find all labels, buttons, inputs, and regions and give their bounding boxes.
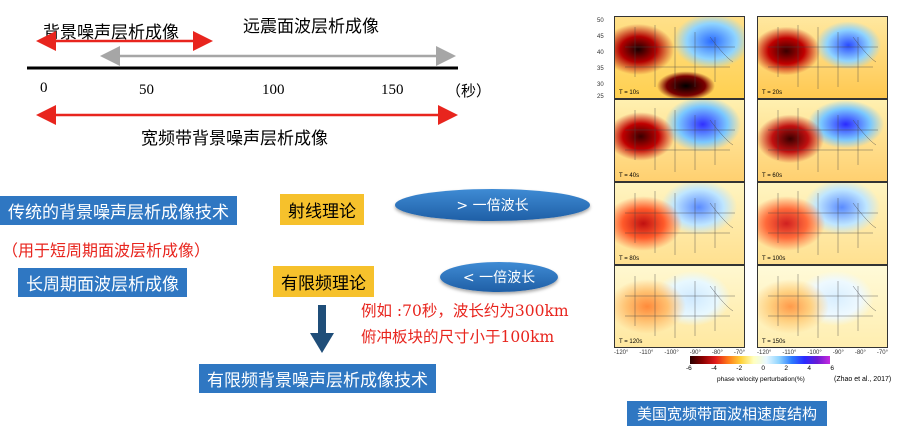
short-period-note: （用于短周期面波层析成像） [2,241,211,260]
lat-tick: 45 [597,34,604,40]
map-period-label: T = 40s [619,173,640,179]
lon-tick: -100° [664,350,679,356]
lon-tick: -80° [854,350,866,356]
border-lines [768,274,878,338]
lon-tick: -120° [757,350,772,356]
example-line-1: 例如 :70秒，波长约为300km [361,302,569,320]
phase-velocity-map: T = 150s [757,265,888,348]
gt-wavelength-ellipse: > 一倍波长 [395,189,590,221]
tick-unit: （秒） [446,84,492,100]
lon-tick: -110° [639,350,654,356]
border-lines [625,108,735,172]
state-borders [768,274,878,338]
colorbar-ticks: -6 -4 -2 0 2 4 6 [686,365,834,372]
phase-velocity-map: T = 120s [614,265,745,348]
lon-tick: -90° [689,350,701,356]
map-period-label: T = 150s [762,339,786,345]
state-borders [625,274,735,338]
down-arrow-icon [310,305,334,353]
lt-wavelength-ellipse: < 一倍波长 [440,262,558,292]
lon-tick: -90° [832,350,844,356]
broadband-label: 宽频带背景噪声层析成像 [141,129,328,149]
map-caption-box: 美国宽频带面波相速度结构 [627,401,828,426]
lon-tick: -70° [733,350,745,356]
border-lines [625,274,735,338]
ray-theory-box: 射线理论 [280,194,364,225]
colorbar-tick: -6 [686,365,692,372]
lon-tick: -100° [807,350,822,356]
lat-axis: 50 45 40 35 30 25 [597,16,613,352]
traditional-method-box: 传统的背景噪声层析成像技术 [0,196,237,225]
phase-velocity-map: T = 100s [757,182,888,265]
tick-50: 50 [139,82,154,98]
colorbar-tick: 0 [761,365,766,372]
map-period-label: T = 20s [762,90,783,96]
gt-wavelength-text: > 一倍波长 [456,198,529,214]
state-borders [768,191,878,255]
lat-tick: 35 [597,66,604,72]
tick-150: 150 [381,82,404,98]
state-borders [768,108,878,172]
lon-tick: -110° [782,350,797,356]
colorbar-tick: 2 [784,365,789,372]
phase-velocity-map: T = 20s [757,16,888,99]
state-borders [625,191,735,255]
lon-axis-left: -120° -110° -100° -90° -80° -70° [614,350,745,356]
teleseismic-label: 远震面波层析成像 [243,17,379,37]
finite-frequency-box: 有限频理论 [273,266,374,297]
colorbar-tick: -2 [736,365,743,372]
map-period-label: T = 60s [762,173,783,179]
lon-tick: -80° [711,350,723,356]
colorbar-tick: -4 [711,365,717,372]
lon-tick: -70° [876,350,888,356]
example-line-2: 俯冲板块的尺寸小于100km [361,328,555,346]
phase-velocity-map: T = 60s [757,99,888,182]
state-borders [625,108,735,172]
border-lines [768,108,878,172]
phase-velocity-map: T = 10s [614,16,745,99]
border-lines [625,191,735,255]
state-borders [625,25,735,89]
lon-axis-right: -120° -110° -100° -90° -80° -70° [757,350,888,356]
tick-0: 0 [40,80,48,96]
border-lines [768,25,878,89]
lt-wavelength-text: < 一倍波长 [462,270,536,286]
state-borders [768,25,878,89]
map-grid: T = 10s T = 20s T = 40s T = 60s T = 80s T = 1… [614,16,888,348]
lat-tick: 40 [597,50,604,56]
colorbar-title: phase velocity perturbation(%) [717,376,805,383]
phase-velocity-map: T = 80s [614,182,745,265]
lat-tick: 25 [597,94,604,100]
phase-velocity-map: T = 40s [614,99,745,182]
map-period-label: T = 120s [619,339,643,345]
timeline-arrows [27,31,458,125]
lon-tick: -120° [614,350,629,356]
long-period-box: 长周期面波层析成像 [18,268,187,297]
border-lines [768,191,878,255]
colorbar-tick: 4 [807,365,812,372]
lat-tick: 30 [597,82,604,88]
lat-tick: 50 [597,18,604,24]
result-method-box: 有限频背景噪声层析成像技术 [199,364,436,393]
citation: (Zhao et al., 2017) [834,376,892,383]
map-period-label: T = 80s [619,256,640,262]
colorbar [690,356,830,364]
map-period-label: T = 10s [619,90,640,96]
map-period-label: T = 100s [762,256,786,262]
border-lines [625,25,735,89]
colorbar-tick: 6 [830,365,834,372]
tick-100: 100 [262,82,285,98]
phase-velocity-figure: 50 45 40 35 30 25 T = 10s T = 20s T = 40s T… [597,16,897,356]
